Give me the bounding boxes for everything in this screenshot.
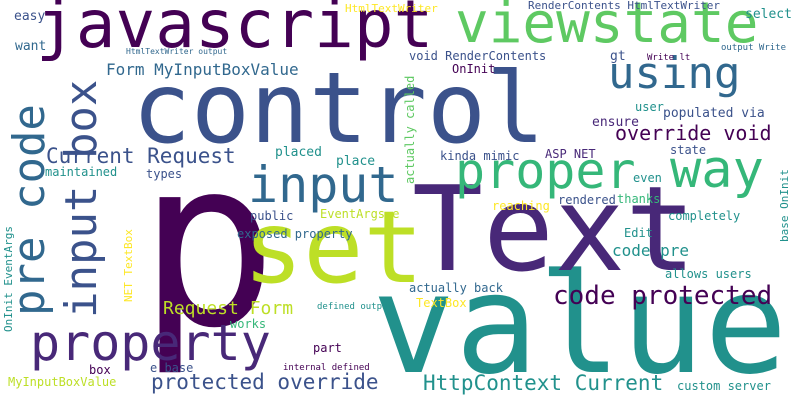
word-ensure: ensure [592,115,639,130]
word-myinputboxvalue: MyInputBoxValue [8,375,117,389]
word-thanks: thanks [617,192,661,206]
word-want: want [15,39,47,54]
word-oninit-eventargs: OnInit EventArgs [2,226,15,332]
word-javascript: javascript [36,0,434,63]
word-user: user [635,100,664,114]
word-eventargs-e: EventArgs e [320,207,400,221]
word-textbox: TextBox [416,296,467,310]
word-populated-via: populated via [663,106,765,121]
word-even: even [633,171,662,185]
word-value: value [372,244,788,400]
word-base-oninit: base OnInit [778,169,791,242]
word-e-base: e base [150,361,194,375]
word-reaching: reaching [492,199,550,213]
word-asp-net: ASP NET [545,147,596,161]
word-works: works [230,317,267,331]
word-select: select [745,7,792,22]
word-write-lt: Write lt [647,53,691,63]
word-proper: proper [455,142,636,200]
word-override-void: override void [615,121,772,145]
word-gt: gt [610,49,626,64]
word-code-protected: code protected [553,281,773,311]
word-public: public [250,209,294,223]
word-htmltextwriter-output: HtmlTextWriter output [126,47,228,56]
word-net-textbox: NET TextBox [122,229,135,302]
word-maintained: maintained [45,165,118,179]
word-part: part [313,341,342,355]
word-request-form: Request Form [163,298,294,319]
word-rendered: rendered [558,193,616,207]
word-httpcontext-current: HttpContext Current [423,371,664,395]
word-void-rendercontents: void RenderContents [409,49,547,63]
word-defined-output: defined output [317,302,393,312]
word-text: Text [412,160,697,298]
word-rendercontents-htmltextwriter: RenderContents HtmlTextWriter [528,0,721,12]
word-output-write: output Write [721,43,787,53]
word-set: set [243,189,424,306]
word-edit: Edit [624,226,653,240]
word-p: p [138,109,278,379]
word-input-box: input box [56,79,107,318]
word-protected-override: protected override [151,370,379,394]
word-kinda-mimic: kinda mimic [440,149,520,163]
word-box: box [89,363,111,377]
word-current-request: Current Request [46,144,236,168]
word-easy: easy [14,9,46,24]
word-place: place [336,154,376,169]
word-actually-called: actually called [403,75,417,184]
word-form-myinputboxvalue: Form MyInputBoxValue [106,60,299,79]
word-internal-defined: internal defined [283,363,370,373]
word-actually-back: actually back [409,281,503,295]
word-types: types [146,167,183,181]
word-htmltextwriter: HtmlTextWriter [345,2,438,15]
word-input: input [248,156,399,214]
word-state: state [670,143,707,157]
word-way: way [670,140,764,200]
word-property: property [30,314,271,372]
word-oninit-top: OnInit [452,62,496,76]
word-using: using [608,48,741,99]
word-allows-users: allows users [665,267,752,281]
word-code-pre: code pre [612,241,690,260]
word-custom-server: custom server [677,379,771,393]
word-viewstate: viewstate [455,0,759,56]
word-placed: placed [275,145,322,160]
word-completely: completely [668,209,741,223]
word-exposed-property: exposed property [237,227,353,241]
word-control: control [132,52,546,166]
